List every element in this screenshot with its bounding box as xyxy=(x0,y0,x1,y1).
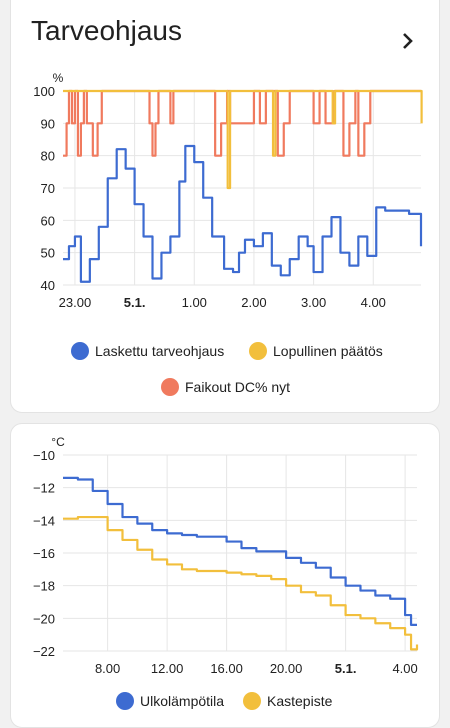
chevron-right-icon[interactable] xyxy=(395,29,419,53)
y-tick-label: −18 xyxy=(33,579,55,594)
series-line-ulkol-mp-tila xyxy=(63,476,417,626)
legend-dot xyxy=(116,692,134,710)
x-tick-label: 2.00 xyxy=(241,295,266,310)
y-tick-label: 50 xyxy=(41,246,55,261)
legend-label: Faikout DC% nyt xyxy=(185,379,291,395)
demand-chart: 40 50 60 70 80 90 100 23.00 5.1. 1.00 2.00 3.00 4.00… xyxy=(33,71,423,310)
legend-item-kastepiste[interactable]: Kastepiste xyxy=(243,692,332,710)
y-tick-label: 90 xyxy=(41,116,55,131)
temperature-card: −22 −20 −18 −16 −14 −12 −10 8.00 12.00 16.00 20.00… xyxy=(10,423,440,728)
x-tick-label: 16.00 xyxy=(210,661,243,674)
card-title: Tarveohjaus xyxy=(31,15,182,46)
temperature-chart: −22 −20 −18 −16 −14 −12 −10 8.00 12.00 16.00 20.00… xyxy=(33,435,419,674)
y-tick-label: 60 xyxy=(41,213,55,228)
x-tick-label: 1.00 xyxy=(182,295,207,310)
series-line-laskettu-tarveohjaus xyxy=(63,144,423,283)
y-tick-label: −10 xyxy=(33,448,55,463)
series-line-lopullinen-p-t-s xyxy=(63,89,423,190)
y-tick-label: 70 xyxy=(41,181,55,196)
tarveohjaus-card: Tarveohjaus 40 50 60 70 80 90 100 23.00 5.1. 1.00… xyxy=(10,0,440,413)
legend-label: Lopullinen päätös xyxy=(273,343,383,359)
y-axis-unit: % xyxy=(53,71,64,85)
series-line-kastepiste xyxy=(63,515,419,651)
y-tick-label: 80 xyxy=(41,149,55,164)
chart2-legend: Ulkolämpötila Kastepiste xyxy=(11,692,439,722)
x-tick-label: 8.00 xyxy=(95,661,120,674)
legend-dot xyxy=(71,342,89,360)
x-tick-label: 4.00 xyxy=(361,295,386,310)
legend-label: Ulkolämpötila xyxy=(140,693,225,709)
legend-dot xyxy=(243,692,261,710)
x-tick-label: 23.00 xyxy=(59,295,92,310)
x-tick-label: 5.1. xyxy=(124,295,146,310)
y-tick-label: −14 xyxy=(33,513,55,528)
x-tick-label: 3.00 xyxy=(301,295,326,310)
x-tick-label: 4.00 xyxy=(392,661,417,674)
legend-dot xyxy=(249,342,267,360)
x-tick-label: 12.00 xyxy=(151,661,184,674)
legend-item-ulkolampotila[interactable]: Ulkolämpötila xyxy=(116,692,224,710)
x-tick-label: 5.1. xyxy=(335,661,357,674)
legend-label: Kastepiste xyxy=(267,693,333,709)
legend-item-lopullinen[interactable]: Lopullinen päätös xyxy=(249,342,383,360)
y-tick-label: −16 xyxy=(33,546,55,561)
legend-label: Laskettu tarveohjaus xyxy=(95,343,225,359)
y-tick-label: −22 xyxy=(33,644,55,659)
legend-item-laskettu[interactable]: Laskettu tarveohjaus xyxy=(71,342,224,360)
legend-item-faikout[interactable]: Faikout DC% nyt xyxy=(161,378,290,396)
legend-dot xyxy=(161,378,179,396)
y-tick-label: −12 xyxy=(33,481,55,496)
chart1-legend: Laskettu tarveohjaus Lopullinen päätös F… xyxy=(11,339,439,409)
y-tick-label: 40 xyxy=(41,278,55,293)
x-tick-label: 20.00 xyxy=(270,661,303,674)
y-axis-unit: °C xyxy=(51,435,65,449)
y-tick-label: −20 xyxy=(33,611,55,626)
y-tick-label: 100 xyxy=(33,84,55,99)
